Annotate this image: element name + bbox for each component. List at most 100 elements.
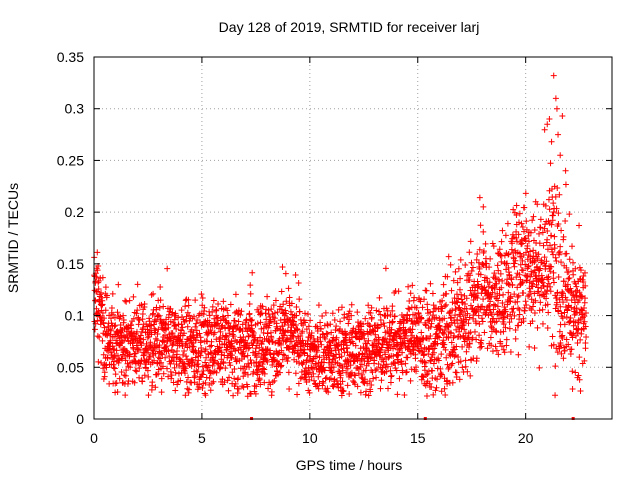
data-point xyxy=(440,331,447,338)
data-point xyxy=(346,330,353,337)
data-point xyxy=(448,287,455,294)
data-point xyxy=(515,351,522,358)
data-point xyxy=(127,364,134,371)
data-point xyxy=(547,283,554,290)
data-point xyxy=(256,376,263,383)
data-point xyxy=(455,265,462,272)
data-point xyxy=(168,375,175,382)
data-point xyxy=(427,323,434,330)
data-point xyxy=(194,317,201,324)
data-point xyxy=(456,376,463,383)
data-point xyxy=(490,315,497,322)
data-point xyxy=(377,311,384,318)
data-point xyxy=(195,357,202,364)
data-point xyxy=(540,282,547,289)
data-point xyxy=(211,329,218,336)
data-point xyxy=(190,343,197,350)
data-point xyxy=(568,304,575,311)
data-point xyxy=(508,246,515,253)
data-point xyxy=(321,367,328,374)
data-point xyxy=(464,310,471,317)
data-point xyxy=(410,346,417,353)
x-tick-label: 20 xyxy=(518,430,534,446)
data-point xyxy=(221,379,228,386)
data-point xyxy=(395,359,402,366)
data-point xyxy=(388,326,395,333)
data-point xyxy=(581,357,588,364)
data-point xyxy=(384,363,391,370)
data-point xyxy=(254,371,261,378)
data-point xyxy=(152,327,159,334)
data-point xyxy=(253,383,260,390)
data-point xyxy=(114,388,121,395)
data-point xyxy=(282,328,289,335)
data-point xyxy=(320,331,327,338)
data-point xyxy=(317,319,324,326)
data-point xyxy=(451,332,458,339)
data-point xyxy=(155,326,162,333)
data-point xyxy=(329,310,336,317)
data-point xyxy=(255,366,262,373)
data-point xyxy=(398,343,405,350)
data-point xyxy=(259,303,266,310)
data-point xyxy=(92,297,99,304)
data-point xyxy=(362,376,369,383)
data-point xyxy=(448,314,455,321)
data-point xyxy=(369,369,376,376)
data-point xyxy=(344,349,351,356)
data-point xyxy=(479,261,486,268)
data-point xyxy=(282,307,289,314)
data-point xyxy=(436,322,443,329)
data-point xyxy=(189,340,196,347)
data-point xyxy=(158,359,165,366)
data-point xyxy=(186,312,193,319)
data-point xyxy=(262,321,269,328)
data-point xyxy=(352,342,359,349)
data-point xyxy=(167,368,174,375)
data-point xyxy=(541,126,548,133)
data-point xyxy=(565,268,572,275)
data-point xyxy=(185,386,192,393)
data-point xyxy=(344,382,351,389)
data-point xyxy=(292,370,299,377)
data-point xyxy=(573,283,580,290)
data-point xyxy=(230,392,237,399)
data-point xyxy=(435,357,442,364)
data-point xyxy=(323,374,330,381)
data-point xyxy=(124,380,131,387)
data-point xyxy=(523,302,530,309)
y-tick-label: 0.25 xyxy=(57,152,84,168)
data-point xyxy=(549,333,556,340)
data-point xyxy=(367,388,374,395)
data-point xyxy=(208,338,215,345)
data-point xyxy=(258,325,265,332)
data-point xyxy=(240,365,247,372)
data-point xyxy=(154,337,161,344)
data-point xyxy=(244,328,251,335)
data-point xyxy=(462,261,469,268)
data-point xyxy=(403,369,410,376)
data-point xyxy=(418,315,425,322)
data-point xyxy=(244,383,251,390)
data-point xyxy=(98,302,105,309)
data-point xyxy=(556,248,563,255)
data-point xyxy=(156,342,163,349)
data-point xyxy=(552,193,559,200)
data-point xyxy=(482,240,489,247)
data-point xyxy=(154,330,161,337)
data-point xyxy=(183,340,190,347)
data-point xyxy=(468,259,475,266)
data-point xyxy=(393,332,400,339)
data-point xyxy=(424,301,431,308)
data-point xyxy=(315,373,322,380)
data-point xyxy=(449,360,456,367)
data-point xyxy=(434,376,441,383)
data-point xyxy=(435,306,442,313)
data-point xyxy=(378,377,385,384)
data-point xyxy=(172,322,179,329)
data-point xyxy=(301,346,308,353)
data-point xyxy=(171,364,178,371)
data-point xyxy=(224,377,231,384)
axis-ticks xyxy=(93,56,612,420)
data-point xyxy=(516,210,523,217)
